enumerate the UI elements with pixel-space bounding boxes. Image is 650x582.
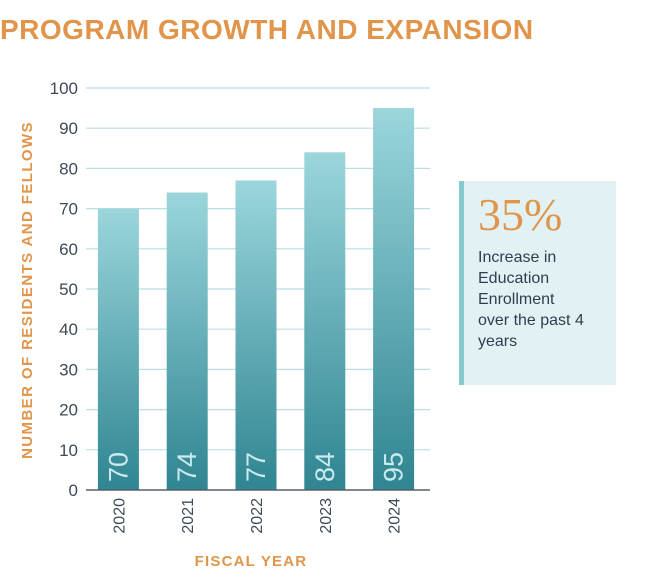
bar: [304, 152, 346, 490]
chart-title: PROGRAM GROWTH AND EXPANSION: [0, 14, 534, 45]
y-tick-label: 100: [50, 79, 78, 98]
x-tick-label: 2022: [249, 498, 266, 534]
x-tick-label: 2020: [111, 498, 128, 534]
y-tick-label: 20: [59, 401, 78, 420]
stat-callout: 35% Increase in Education Enrollment ove…: [459, 181, 616, 385]
y-axis-label: NUMBER OF RESIDENTS AND FELLOWS: [19, 121, 36, 459]
y-tick-label: 40: [59, 320, 78, 339]
callout-text: Increase in Education Enrollment over th…: [478, 249, 584, 350]
y-tick-label: 70: [59, 200, 78, 219]
y-tick-label: 90: [59, 119, 78, 138]
bar-value-label: 84: [310, 452, 340, 482]
x-tick-label: 2021: [180, 498, 197, 534]
bar-value-label: 95: [379, 452, 409, 482]
bar-value-label: 74: [172, 452, 202, 482]
x-axis-label: FISCAL YEAR: [195, 553, 308, 570]
x-tick-labels: 2020 2021 2022 2023 2024: [111, 498, 403, 534]
y-tick-label: 80: [59, 159, 78, 178]
bars: 70 74 77 84 95: [97, 108, 415, 490]
x-tick-label: 2024: [387, 498, 404, 534]
bar: [235, 180, 277, 490]
y-tick-label: 50: [59, 280, 78, 299]
y-tick-label: 10: [59, 441, 78, 460]
bar: [97, 208, 139, 490]
x-tick-label: 2023: [318, 498, 335, 534]
y-tick-label: 30: [59, 360, 78, 379]
y-tick-label: 60: [59, 240, 78, 259]
bar-value-label: 70: [103, 452, 133, 482]
y-tick-labels: 0 10 20 30 40 50 60 70 80 90 100: [50, 79, 78, 500]
y-tick-label: 0: [69, 481, 78, 500]
bar-value-label: 77: [241, 452, 271, 482]
callout-value: 35%: [478, 189, 563, 240]
bar: [373, 108, 415, 490]
bar: [166, 192, 208, 490]
